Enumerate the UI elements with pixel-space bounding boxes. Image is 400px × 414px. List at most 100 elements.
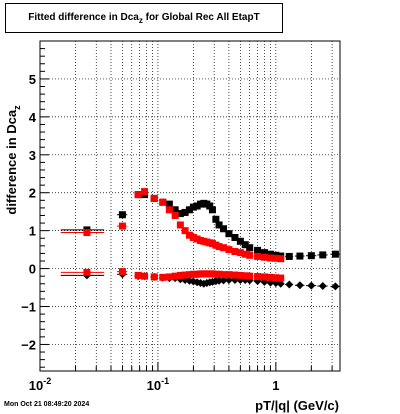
data-point xyxy=(150,273,158,281)
y-tick-label: 4 xyxy=(29,110,37,125)
data-point xyxy=(176,271,184,279)
data-point xyxy=(141,188,149,196)
chart-title-main: Fitted difference in Dca xyxy=(28,11,139,23)
data-point xyxy=(225,230,233,238)
y-axis-label-main: difference in Dca xyxy=(4,109,19,215)
data-point xyxy=(215,270,223,278)
data-point xyxy=(266,254,274,262)
data-point xyxy=(254,273,262,281)
data-point xyxy=(225,271,233,279)
data-point xyxy=(185,271,193,279)
data-point xyxy=(219,276,228,285)
data-point xyxy=(159,273,167,281)
marks-layer xyxy=(60,188,340,291)
data-point xyxy=(277,274,285,282)
data-point xyxy=(295,281,304,290)
timestamp: Mon Oct 21 08:49:20 2024 xyxy=(4,401,90,408)
data-point xyxy=(331,250,339,258)
data-point xyxy=(134,271,142,279)
data-point xyxy=(241,250,249,258)
data-point xyxy=(272,274,280,282)
data-point xyxy=(231,233,239,241)
data-point xyxy=(215,276,224,285)
data-point xyxy=(215,221,223,229)
data-point xyxy=(246,251,254,259)
data-point xyxy=(220,244,228,252)
y-tick-label: 1 xyxy=(29,224,36,239)
data-point xyxy=(83,229,91,237)
data-point xyxy=(134,191,142,199)
data-point xyxy=(241,241,249,249)
data-point xyxy=(171,272,179,280)
data-point xyxy=(185,206,193,214)
data-point xyxy=(277,255,285,263)
data-point xyxy=(176,210,184,218)
x-tick-label-exponent: -1 xyxy=(161,376,169,386)
data-point xyxy=(189,203,197,211)
chart-title-sub: z xyxy=(138,15,143,25)
data-point xyxy=(285,280,294,289)
y-tick-label: 5 xyxy=(29,72,36,87)
data-point xyxy=(266,273,274,281)
y-axis-label: difference in Dcaz xyxy=(4,105,22,215)
data-point xyxy=(181,271,189,279)
data-point xyxy=(285,252,293,260)
data-point xyxy=(181,208,189,216)
x-tick-label: 10-1 xyxy=(147,376,169,393)
data-point xyxy=(165,200,173,208)
data-point xyxy=(185,231,193,239)
x-tick-label: 1 xyxy=(272,378,279,393)
data-point xyxy=(307,281,316,290)
y-tick-label: −1 xyxy=(21,300,36,315)
data-point xyxy=(118,268,126,276)
data-point xyxy=(331,282,340,291)
data-point xyxy=(231,271,239,279)
axis-layer: −2 −1 0 1 2 3 4 5 10-2 10-1 1 xyxy=(21,40,333,393)
data-point xyxy=(189,270,197,278)
data-point xyxy=(171,206,179,214)
data-point xyxy=(241,272,249,280)
y-axis-label-sub: z xyxy=(12,105,22,110)
data-point xyxy=(215,243,223,251)
data-point xyxy=(276,279,285,288)
data-point xyxy=(212,215,220,223)
data-point xyxy=(208,206,216,214)
data-point xyxy=(260,273,268,281)
y-tick-label: −2 xyxy=(21,337,36,352)
data-point xyxy=(272,254,280,262)
x-tick-label: 10-2 xyxy=(29,376,51,393)
data-point xyxy=(266,250,274,258)
chart-title-suffix: for Global Rec All EtapT xyxy=(142,11,260,23)
data-point xyxy=(231,248,239,256)
data-point xyxy=(118,222,126,230)
data-point xyxy=(260,249,268,257)
data-point xyxy=(141,272,149,280)
data-point xyxy=(254,246,262,254)
y-tick-label: 2 xyxy=(29,186,36,201)
data-point xyxy=(150,194,158,202)
data-point xyxy=(220,271,228,279)
data-point xyxy=(246,272,254,280)
data-point xyxy=(246,244,254,252)
data-point xyxy=(236,249,244,257)
data-point xyxy=(83,268,91,276)
chart-title-box: Fitted difference in Dcaz for Global Rec… xyxy=(5,3,283,33)
data-point xyxy=(307,252,315,260)
data-point xyxy=(165,206,173,214)
data-point xyxy=(236,271,244,279)
data-point xyxy=(118,211,126,219)
data-point xyxy=(254,252,262,260)
y-tick-label: 3 xyxy=(29,148,36,163)
x-axis-label: pT/|q| (GeV/c) xyxy=(255,398,339,413)
y-tick-label: 0 xyxy=(29,262,36,277)
data-point xyxy=(181,227,189,235)
data-point xyxy=(319,251,327,259)
data-point xyxy=(236,237,244,245)
data-point xyxy=(159,198,167,206)
data-point xyxy=(189,233,197,241)
data-point xyxy=(220,225,228,233)
data-point xyxy=(296,252,304,260)
data-point xyxy=(260,253,268,261)
data-point xyxy=(171,211,179,219)
